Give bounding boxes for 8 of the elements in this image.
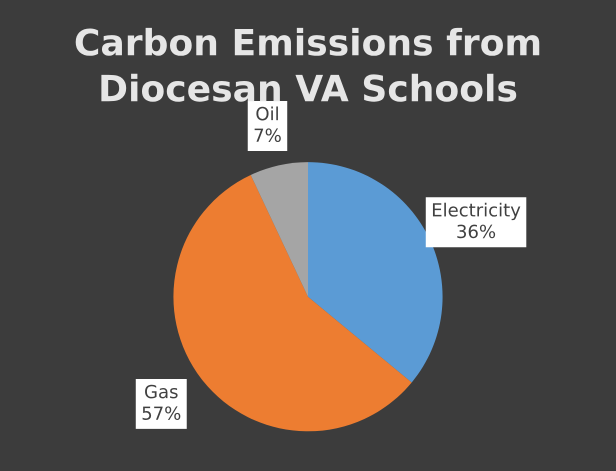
chart-title: Carbon Emissions from Diocesan VA Schools [76, 28, 540, 102]
data-label: 57% [142, 406, 180, 420]
slice-label: Electricity [432, 202, 520, 220]
slice-label: Gas [145, 384, 178, 398]
pie-slice [250, 162, 308, 297]
data-label: 7% [254, 128, 281, 142]
slice-label: Oil [256, 106, 278, 120]
data-label: 36% [457, 224, 496, 238]
